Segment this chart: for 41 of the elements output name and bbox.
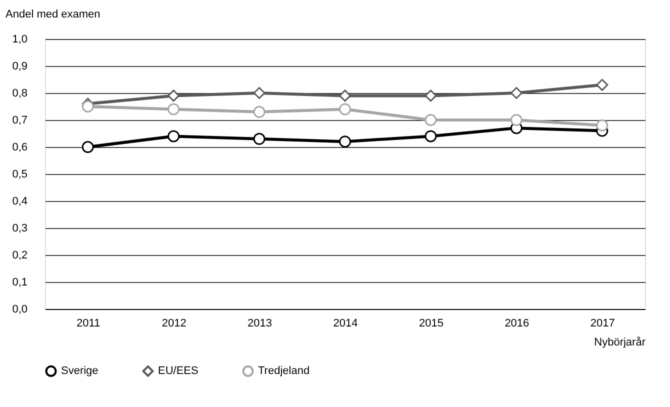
point <box>339 136 351 148</box>
point <box>168 130 180 142</box>
y-tick-label: 0,0 <box>12 304 28 316</box>
x-tick-label: 2013 <box>248 318 272 330</box>
point <box>424 130 437 142</box>
y-tick-label: 0,4 <box>12 196 28 208</box>
y-tick-label: 0,2 <box>12 250 28 262</box>
y-tick-label: 0,7 <box>12 114 28 126</box>
y-tick-label: 0,3 <box>12 222 28 234</box>
y-tick-label: 0,1 <box>12 276 28 288</box>
x-tick-label: 2015 <box>418 318 444 330</box>
point <box>339 103 351 116</box>
y-axis-title: Andel med examen <box>6 8 100 20</box>
point <box>339 90 351 102</box>
point <box>424 90 437 102</box>
y-tick-label: 0,9 <box>12 60 28 72</box>
legend-label: EU/EES <box>158 365 198 378</box>
point <box>424 114 437 126</box>
point <box>168 90 180 102</box>
legend-label: Sverige <box>61 365 98 378</box>
y-tick-label: 0,5 <box>12 168 28 180</box>
point <box>82 100 94 112</box>
y-tick-label: 1,0 <box>12 34 28 46</box>
point <box>596 78 608 91</box>
y-tick-label: 0,6 <box>12 142 28 154</box>
point <box>253 87 266 99</box>
x-tick-label: 2017 <box>590 318 615 330</box>
x-tick-label: 2011 <box>76 318 100 330</box>
x-tick-label: 2014 <box>333 318 358 330</box>
legend-label: Tredjeland <box>258 365 310 378</box>
point <box>168 103 180 116</box>
point <box>82 141 94 153</box>
point <box>510 114 522 126</box>
x-axis-title: Nybörjarår <box>594 336 646 348</box>
x-tick-label: 2012 <box>162 318 186 330</box>
point <box>253 132 266 145</box>
y-tick-label: 0,8 <box>12 88 28 100</box>
point <box>510 87 522 99</box>
x-tick-label: 2016 <box>504 318 530 330</box>
point <box>596 119 608 132</box>
point <box>253 106 266 118</box>
